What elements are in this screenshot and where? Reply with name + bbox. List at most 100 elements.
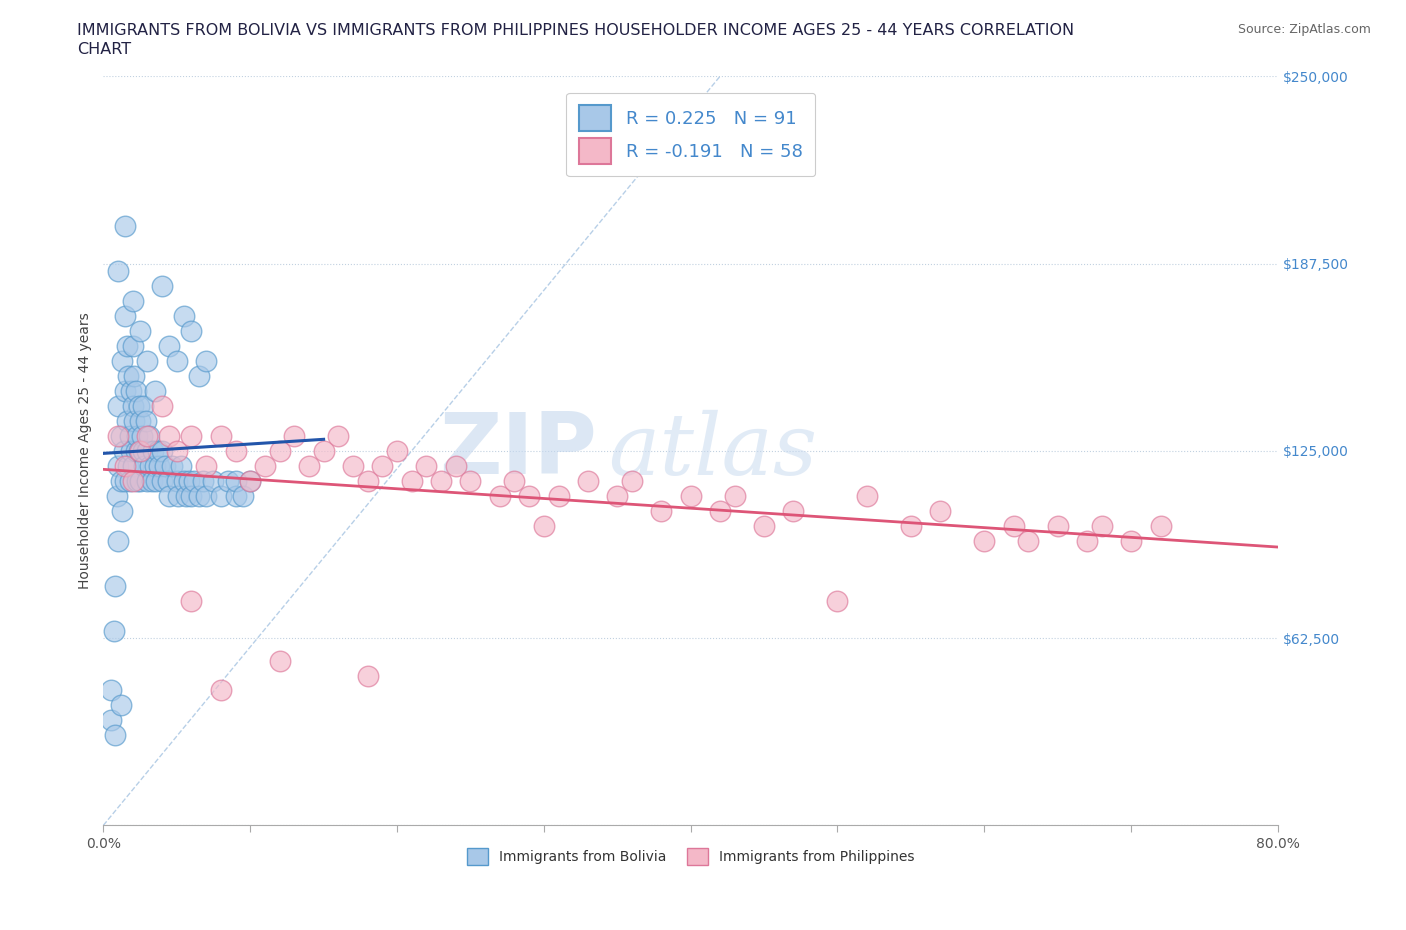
Point: [143, 383, 166, 398]
Point: [533, 518, 555, 533]
Point: [253, 458, 276, 473]
Point: [312, 444, 335, 458]
Point: [177, 473, 200, 488]
Point: [328, 429, 350, 444]
Point: [371, 458, 394, 473]
Point: [150, 473, 173, 488]
Point: [724, 488, 747, 503]
Point: [121, 458, 143, 473]
Text: Source: ZipAtlas.com: Source: ZipAtlas.com: [1237, 23, 1371, 36]
Point: [114, 219, 136, 233]
Point: [225, 488, 247, 503]
Point: [128, 398, 150, 413]
Point: [111, 503, 134, 518]
Point: [430, 473, 453, 488]
Point: [166, 473, 188, 488]
Point: [139, 458, 162, 473]
Point: [180, 324, 202, 339]
Point: [1091, 518, 1114, 533]
Point: [132, 444, 155, 458]
Point: [103, 623, 125, 638]
Point: [195, 353, 218, 368]
Text: CHART: CHART: [77, 42, 131, 57]
Point: [127, 429, 149, 444]
Point: [159, 488, 181, 503]
Point: [166, 444, 188, 458]
Point: [209, 488, 232, 503]
Point: [174, 488, 197, 503]
Point: [856, 488, 879, 503]
Point: [150, 444, 173, 458]
Point: [1046, 518, 1069, 533]
Point: [107, 263, 129, 278]
Point: [129, 444, 152, 458]
Point: [118, 473, 141, 488]
Point: [488, 488, 510, 503]
Point: [1149, 518, 1171, 533]
Point: [517, 488, 540, 503]
Point: [606, 488, 628, 503]
Point: [180, 429, 202, 444]
Point: [283, 429, 305, 444]
Point: [138, 429, 160, 444]
Point: [356, 668, 378, 683]
Point: [159, 339, 181, 353]
Point: [148, 458, 170, 473]
Point: [127, 473, 149, 488]
Point: [129, 414, 152, 429]
Point: [929, 503, 952, 518]
Point: [444, 458, 467, 473]
Point: [232, 488, 254, 503]
Text: IMMIGRANTS FROM BOLIVIA VS IMMIGRANTS FROM PHILIPPINES HOUSEHOLDER INCOME AGES 2: IMMIGRANTS FROM BOLIVIA VS IMMIGRANTS FR…: [77, 23, 1074, 38]
Point: [136, 353, 159, 368]
Point: [973, 533, 995, 548]
Point: [153, 458, 176, 473]
Point: [620, 473, 643, 488]
Point: [150, 279, 173, 294]
Point: [118, 429, 141, 444]
Point: [650, 503, 672, 518]
Point: [122, 368, 145, 383]
Point: [385, 444, 408, 458]
Point: [159, 429, 181, 444]
Point: [112, 444, 135, 458]
Point: [679, 488, 702, 503]
Point: [121, 294, 143, 309]
Point: [900, 518, 922, 533]
Point: [225, 473, 247, 488]
Point: [217, 473, 239, 488]
Point: [709, 503, 731, 518]
Point: [114, 309, 136, 324]
Point: [752, 518, 775, 533]
Point: [136, 444, 159, 458]
Point: [173, 473, 195, 488]
Point: [107, 429, 129, 444]
Point: [136, 429, 159, 444]
Point: [156, 473, 179, 488]
Point: [121, 398, 143, 413]
Point: [239, 473, 262, 488]
Point: [143, 458, 166, 473]
Point: [298, 458, 321, 473]
Point: [1076, 533, 1098, 548]
Point: [170, 458, 193, 473]
Point: [342, 458, 364, 473]
Point: [827, 593, 849, 608]
Point: [269, 653, 291, 668]
Point: [239, 473, 262, 488]
Point: [121, 339, 143, 353]
Point: [100, 713, 122, 728]
Point: [136, 473, 159, 488]
Point: [547, 488, 569, 503]
Legend: Immigrants from Bolivia, Immigrants from Philippines: Immigrants from Bolivia, Immigrants from…: [461, 843, 920, 870]
Point: [195, 488, 218, 503]
Point: [114, 458, 136, 473]
Point: [120, 444, 142, 458]
Point: [121, 473, 143, 488]
Point: [134, 458, 156, 473]
Point: [180, 488, 202, 503]
Point: [110, 698, 132, 713]
Point: [150, 398, 173, 413]
Point: [187, 368, 209, 383]
Point: [132, 398, 155, 413]
